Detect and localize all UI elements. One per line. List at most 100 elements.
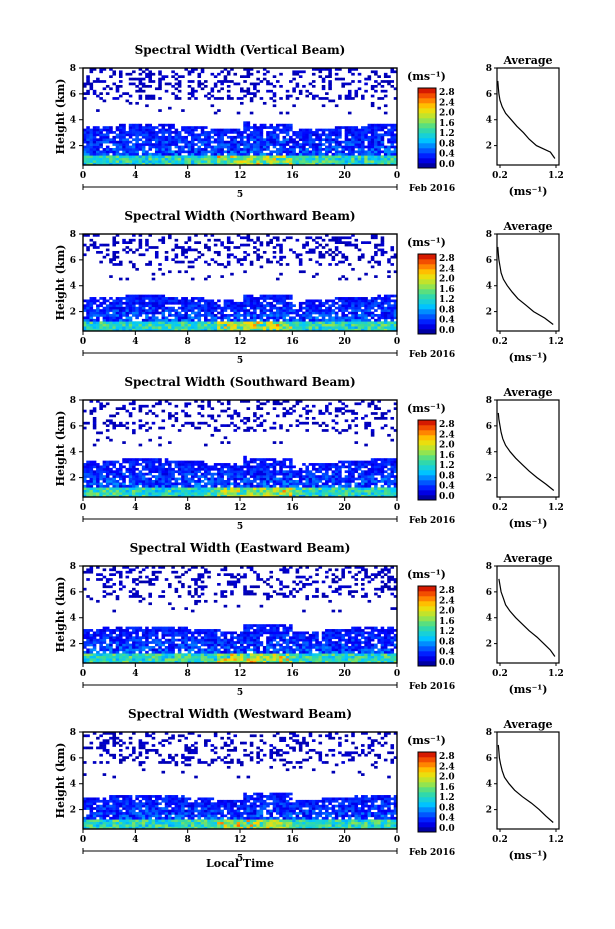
heatmap-cell xyxy=(236,465,241,469)
heatmap-cell xyxy=(145,412,149,415)
heatmap-cell xyxy=(292,133,296,137)
heatmap-cell xyxy=(132,494,136,498)
heatmap-cell xyxy=(161,311,166,315)
heatmap-cell xyxy=(141,150,146,154)
heatmap-cell xyxy=(122,145,126,149)
heatmap-cell xyxy=(243,123,247,127)
heatmap-cell xyxy=(236,318,241,322)
heatmap-cell xyxy=(354,162,359,166)
heatmap-cell xyxy=(249,326,254,329)
heatmap-cell xyxy=(83,316,87,320)
heatmap-cell xyxy=(298,92,303,95)
heatmap-cell xyxy=(315,131,319,134)
heatmap-cell xyxy=(177,318,182,322)
heatmap-cell xyxy=(200,487,205,491)
heatmap-cell xyxy=(325,475,329,478)
heatmap-cell xyxy=(138,162,143,166)
heatmap-cell xyxy=(308,489,313,493)
heatmap-cell xyxy=(138,94,143,98)
heatmap-cell xyxy=(220,482,224,486)
heatmap-cell xyxy=(367,150,372,154)
heatmap-cell xyxy=(233,152,238,156)
heatmap-cell xyxy=(318,326,323,329)
heatmap-cell xyxy=(161,157,166,161)
heatmap-cell xyxy=(233,162,238,166)
heatmap-cell xyxy=(141,84,146,88)
heatmap-cell xyxy=(217,326,221,329)
heatmap-cell xyxy=(354,138,359,142)
heatmap-cell xyxy=(259,80,264,83)
heatmap-cell xyxy=(334,409,339,413)
heatmap-cell xyxy=(243,482,247,486)
heatmap-cell xyxy=(118,138,123,142)
colorbar-tick-label: 2.8 xyxy=(439,254,455,264)
heatmap-cell xyxy=(272,487,277,491)
heatmap-cell xyxy=(109,489,113,493)
heatmap-cell xyxy=(262,458,267,461)
heatmap-cell xyxy=(125,475,130,478)
heatmap-cell xyxy=(305,470,309,474)
heatmap-cell xyxy=(370,460,375,464)
heatmap-cell xyxy=(249,472,254,476)
heatmap-cell xyxy=(272,299,277,303)
heatmap-cell xyxy=(99,326,103,329)
heatmap-cell xyxy=(105,436,110,440)
heatmap-cell xyxy=(393,326,398,329)
heatmap-cell xyxy=(83,321,87,325)
heatmap-cell xyxy=(223,131,228,134)
heatmap-cell xyxy=(210,304,215,308)
heatmap-cell xyxy=(207,321,211,325)
heatmap-cell xyxy=(174,494,179,498)
heatmap-cell xyxy=(295,131,300,134)
heatmap-cell xyxy=(236,304,241,308)
heatmap-cell xyxy=(334,152,339,156)
heatmap-cell xyxy=(249,475,254,478)
heatmap-cell xyxy=(174,318,179,322)
heatmap-cell xyxy=(83,494,87,498)
heatmap-cell xyxy=(109,150,113,154)
colorbar-segment xyxy=(418,314,436,320)
heatmap-cell xyxy=(308,309,313,312)
heatmap-cell xyxy=(383,145,388,149)
heatmap-cell xyxy=(347,489,352,493)
heatmap-cell xyxy=(194,126,198,129)
heatmap-cell xyxy=(89,314,94,317)
heatmap-cell xyxy=(135,248,139,252)
heatmap-cell xyxy=(354,92,359,95)
heatmap-cell xyxy=(308,477,313,481)
heatmap-cell xyxy=(190,318,195,322)
heatmap-cell xyxy=(200,70,205,74)
heatmap-cell xyxy=(374,70,378,74)
heatmap-cell xyxy=(220,465,224,469)
heatmap-cell xyxy=(190,328,195,332)
heatmap-cell xyxy=(357,492,362,495)
heatmap-cell xyxy=(292,72,296,76)
heatmap-cell xyxy=(338,477,342,481)
heatmap-cell xyxy=(308,145,313,149)
heatmap-cell xyxy=(105,140,110,144)
heatmap-cell xyxy=(174,131,179,134)
heatmap-cell xyxy=(275,152,280,156)
heatmap-cell xyxy=(361,311,365,315)
heatmap-cell xyxy=(102,314,107,317)
heatmap-cell xyxy=(253,470,257,474)
heatmap-cell xyxy=(236,246,241,249)
heatmap-cell xyxy=(138,492,143,495)
heatmap-cell xyxy=(282,472,287,476)
heatmap-cell xyxy=(262,294,267,298)
heatmap-cell xyxy=(226,89,231,93)
heatmap-cell xyxy=(128,487,133,491)
heatmap-cell xyxy=(341,429,345,432)
heatmap-cell xyxy=(141,133,146,137)
heatmap-cell xyxy=(380,140,385,144)
heatmap-cell xyxy=(275,492,280,495)
heatmap-cell xyxy=(246,152,251,156)
heatmap-cell xyxy=(377,248,381,252)
heatmap-cell xyxy=(135,150,139,154)
heatmap-cell xyxy=(223,301,228,305)
heatmap-cell xyxy=(122,492,126,495)
heatmap-cell xyxy=(105,306,110,310)
heatmap-cell xyxy=(148,438,152,442)
heatmap-cell xyxy=(200,133,205,137)
heatmap-cell xyxy=(298,472,303,476)
